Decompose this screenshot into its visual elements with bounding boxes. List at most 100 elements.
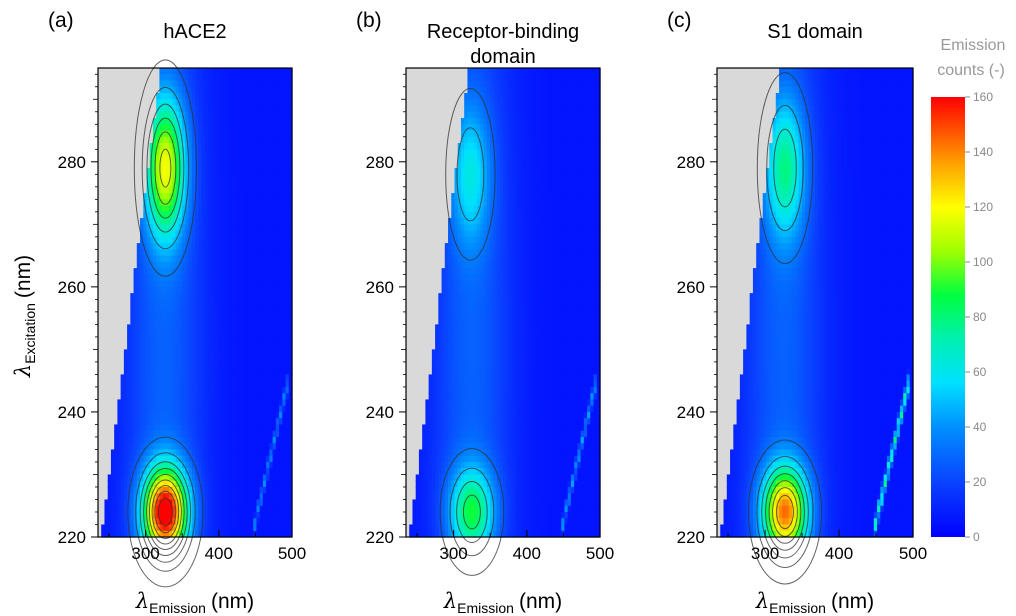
heatmap-cell bbox=[146, 199, 151, 207]
heatmap-cell bbox=[262, 205, 267, 213]
heatmap-cell bbox=[162, 186, 167, 194]
heatmap-cell bbox=[496, 105, 501, 113]
heatmap-cell bbox=[275, 230, 280, 238]
heatmap-cell bbox=[593, 149, 598, 157]
heatmap-cell bbox=[577, 118, 582, 125]
heatmap-cell bbox=[253, 355, 258, 363]
heatmap-cell bbox=[460, 193, 465, 200]
heatmap-cell bbox=[204, 393, 209, 401]
heatmap-cell bbox=[269, 124, 274, 132]
heatmap-cell bbox=[172, 193, 177, 200]
heatmap-cell bbox=[275, 286, 280, 294]
heatmap-cell bbox=[243, 480, 248, 488]
heatmap-cell bbox=[198, 449, 203, 457]
heatmap-cell bbox=[580, 130, 585, 138]
heatmap-cell bbox=[136, 411, 141, 419]
heatmap-cell bbox=[554, 118, 559, 125]
heatmap-cell bbox=[285, 480, 290, 488]
heatmap-cell bbox=[548, 118, 553, 125]
heatmap-cell bbox=[152, 324, 157, 332]
heatmap-cell bbox=[259, 518, 264, 526]
heatmap-cell bbox=[230, 461, 235, 469]
heatmap-cell bbox=[133, 499, 138, 507]
heatmap-cell bbox=[240, 193, 245, 200]
heatmap-cell bbox=[140, 511, 144, 519]
heatmap-cell bbox=[237, 111, 241, 119]
heatmap-cell bbox=[253, 405, 258, 413]
heatmap-cell bbox=[159, 386, 164, 394]
heatmap-cell bbox=[279, 486, 283, 494]
heatmap-cell bbox=[490, 111, 494, 119]
heatmap-cell bbox=[272, 224, 277, 232]
heatmap-cell bbox=[279, 505, 283, 513]
heatmap-cell bbox=[191, 455, 196, 463]
heatmap-cell bbox=[253, 230, 258, 238]
heatmap-cell bbox=[288, 243, 293, 250]
heatmap-cell bbox=[230, 511, 235, 519]
heatmap-cell bbox=[249, 174, 254, 182]
heatmap-cell bbox=[224, 511, 228, 519]
heatmap-cell bbox=[204, 255, 209, 263]
heatmap-cell bbox=[185, 286, 190, 294]
heatmap-cell bbox=[240, 374, 245, 382]
heatmap-cell bbox=[496, 99, 501, 107]
heatmap-cell bbox=[593, 180, 598, 188]
heatmap-cell bbox=[182, 143, 186, 150]
heatmap-cell bbox=[162, 180, 167, 188]
heatmap-cell bbox=[288, 518, 293, 526]
heatmap-cell bbox=[178, 161, 183, 169]
heatmap-cell bbox=[204, 93, 209, 100]
heatmap-cell bbox=[233, 336, 238, 344]
heatmap-cell bbox=[460, 155, 465, 163]
heatmap-cell bbox=[593, 124, 598, 132]
heatmap-cell bbox=[480, 180, 485, 188]
heatmap-cell bbox=[162, 118, 167, 125]
heatmap-cell bbox=[557, 155, 562, 163]
heatmap-cell bbox=[288, 124, 293, 132]
heatmap-cell bbox=[259, 80, 264, 88]
heatmap-cell bbox=[146, 518, 151, 526]
heatmap-cell bbox=[262, 324, 267, 332]
heatmap-cell bbox=[515, 124, 520, 132]
heatmap-cell bbox=[143, 255, 148, 263]
heatmap-cell bbox=[233, 218, 238, 225]
heatmap-cell bbox=[156, 361, 161, 369]
heatmap-cell bbox=[282, 393, 287, 401]
heatmap-cell bbox=[538, 161, 543, 169]
heatmap-cell bbox=[140, 299, 144, 307]
heatmap-cell bbox=[528, 155, 533, 163]
heatmap-cell bbox=[269, 455, 274, 463]
heatmap-cell bbox=[191, 511, 196, 519]
heatmap-cell bbox=[140, 274, 144, 282]
heatmap-cell bbox=[249, 349, 254, 357]
heatmap-cell bbox=[486, 136, 491, 144]
heatmap-cell bbox=[279, 149, 283, 157]
heatmap-cell bbox=[561, 105, 566, 113]
heatmap-cell bbox=[159, 99, 164, 107]
heatmap-cell bbox=[191, 443, 196, 451]
heatmap-cell bbox=[557, 130, 562, 138]
heatmap-cell bbox=[240, 186, 245, 194]
heatmap-cell bbox=[577, 155, 582, 163]
heatmap-cell bbox=[217, 161, 222, 169]
heatmap-cell bbox=[195, 236, 199, 244]
heatmap-cell bbox=[567, 224, 572, 232]
heatmap-cell bbox=[207, 261, 212, 269]
heatmap-cell bbox=[152, 286, 157, 294]
heatmap-cell bbox=[285, 268, 290, 275]
heatmap-cell bbox=[162, 68, 167, 75]
heatmap-cell bbox=[198, 455, 203, 463]
heatmap-cell bbox=[217, 136, 222, 144]
heatmap-cell bbox=[269, 186, 274, 194]
heatmap-cell bbox=[480, 155, 485, 163]
heatmap-cell bbox=[237, 336, 241, 344]
heatmap-cell bbox=[272, 343, 277, 350]
heatmap-cell bbox=[288, 524, 293, 532]
heatmap-cell bbox=[532, 99, 536, 107]
heatmap-cell bbox=[256, 199, 261, 207]
heatmap-cell bbox=[214, 511, 219, 519]
heatmap-cell bbox=[133, 311, 138, 319]
heatmap-cell bbox=[269, 143, 274, 150]
heatmap-cell bbox=[140, 330, 144, 338]
heatmap-cell bbox=[172, 343, 177, 350]
